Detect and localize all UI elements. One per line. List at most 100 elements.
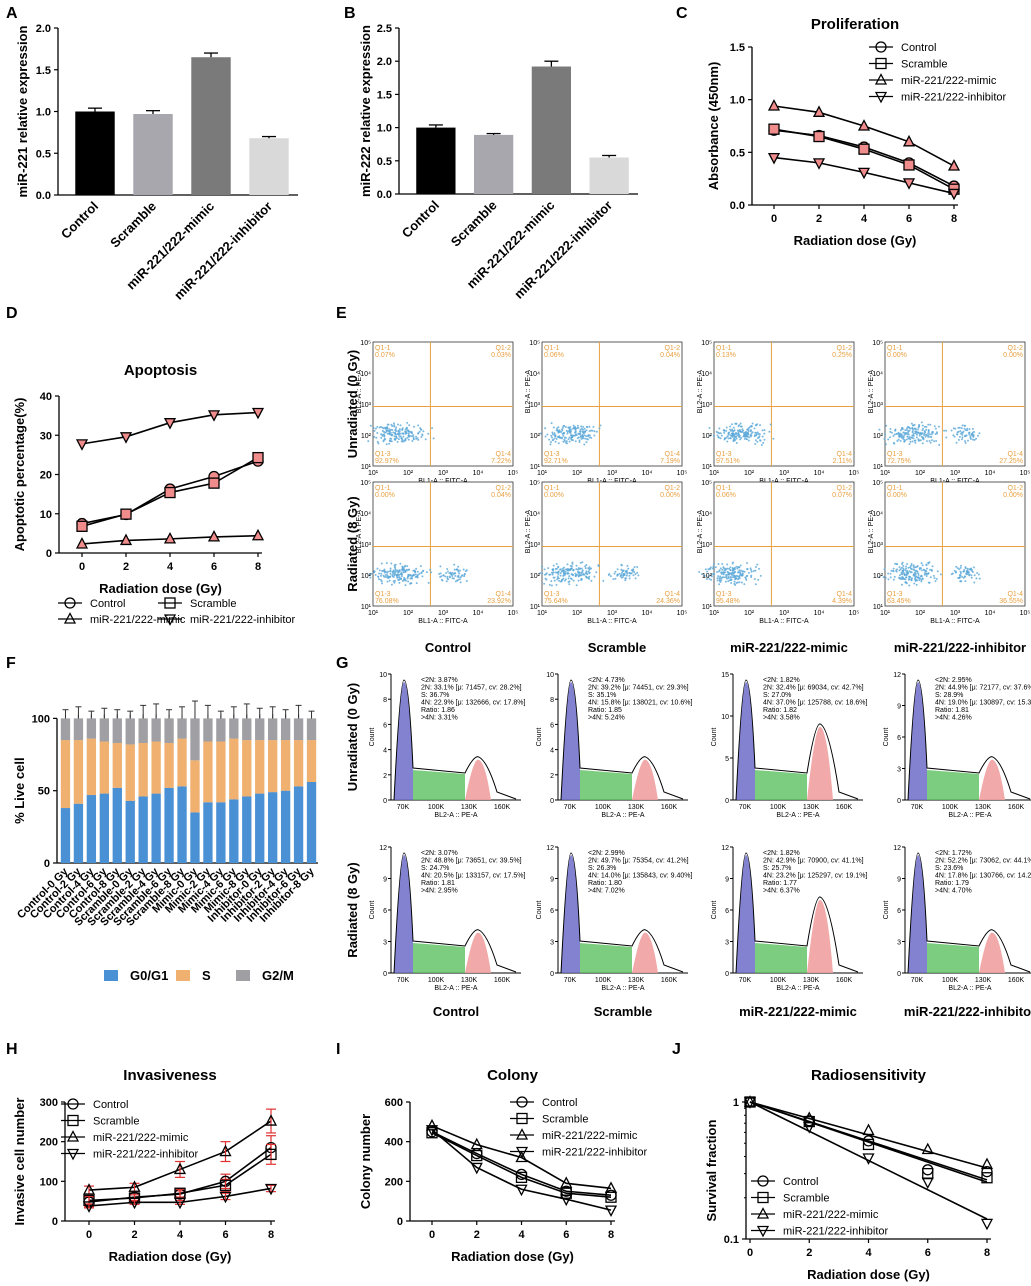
cycle-stats: <2N: 1.72% xyxy=(935,850,972,857)
event-dot xyxy=(732,569,735,572)
event-dot xyxy=(753,577,756,580)
row-label: Unradiated (0 Gy) xyxy=(345,683,360,791)
quadrant-label: 0.00% xyxy=(887,352,907,359)
event-dot xyxy=(585,441,588,444)
event-dot xyxy=(719,432,722,435)
hist-x-tick: 70K xyxy=(739,804,752,811)
quadrant-label: 0.00% xyxy=(544,492,564,499)
event-dot xyxy=(562,440,565,443)
category-label: Control xyxy=(399,198,442,241)
event-dot xyxy=(575,584,578,587)
event-dot xyxy=(933,577,936,580)
event-dot xyxy=(386,574,389,577)
event-dot xyxy=(920,421,923,424)
cycle-stats: >4N: 3.31% xyxy=(421,715,458,722)
event-dot xyxy=(544,577,547,580)
cycle-stats: >4N: 7.02% xyxy=(588,888,625,895)
data-point xyxy=(119,533,133,546)
quadrant-label: Q1-2 xyxy=(664,485,680,492)
event-dot xyxy=(403,579,406,582)
event-dot xyxy=(560,430,563,433)
event-dot xyxy=(620,571,623,574)
event-dot xyxy=(960,564,963,567)
flow-y-tick: 10¹ xyxy=(702,604,713,611)
data-point xyxy=(902,178,916,190)
event-dot xyxy=(408,424,411,427)
event-dot xyxy=(927,572,930,575)
hist-y-label: Count xyxy=(536,901,543,920)
event-dot xyxy=(383,433,386,436)
event-dot xyxy=(553,432,556,435)
event-dot xyxy=(720,434,723,437)
quadrant-label: 63.45% xyxy=(887,598,911,605)
event-dot xyxy=(545,573,548,576)
event-dot xyxy=(632,574,635,577)
hist-y-label: Count xyxy=(369,901,376,920)
bar-A-0 xyxy=(75,111,115,195)
event-dot xyxy=(541,565,544,568)
x-tick-label: 4 xyxy=(518,1229,525,1241)
legend-marker-square xyxy=(164,597,176,609)
event-dot xyxy=(575,564,578,567)
event-dot xyxy=(592,425,595,428)
data-point xyxy=(264,1183,278,1196)
data-point xyxy=(207,410,221,422)
s-phase-region xyxy=(755,943,807,973)
flow-y-tick: 10¹ xyxy=(873,464,884,471)
cycle-stats: >4N: 2.95% xyxy=(421,888,458,895)
event-dot xyxy=(396,573,399,576)
event-dot xyxy=(367,440,370,443)
panel-label-D: D xyxy=(6,305,18,322)
event-dot xyxy=(398,429,401,432)
series-line-0 xyxy=(431,1131,612,1197)
data-point xyxy=(604,1181,618,1193)
event-dot xyxy=(756,431,759,434)
event-dot xyxy=(453,563,456,566)
line-C-tick-label: 0.5 xyxy=(730,147,745,159)
hist-x-tick: 130K xyxy=(628,804,645,811)
legend-label: miR-221/222-inhibitor xyxy=(190,614,295,626)
event-dot xyxy=(734,422,737,425)
event-dot xyxy=(929,435,932,438)
event-dot xyxy=(934,580,937,583)
event-dot xyxy=(732,440,735,443)
event-dot xyxy=(965,572,968,575)
bar-B-tick-label: 2.5 xyxy=(377,23,392,35)
event-dot xyxy=(905,567,908,570)
cycle-stats: Ratio: 1.81 xyxy=(935,707,969,714)
event-dot xyxy=(626,564,629,567)
legend-label: S xyxy=(202,968,211,983)
event-dot xyxy=(964,429,967,432)
event-dot xyxy=(906,563,909,566)
event-dot xyxy=(887,438,890,441)
event-dot xyxy=(564,570,567,573)
x-tick-label: 2 xyxy=(816,213,822,225)
event-dot xyxy=(706,577,709,580)
x-tick-label: 0 xyxy=(429,1229,435,1241)
data-point xyxy=(163,531,177,544)
cycle-stats: 4N: 22.9% [μ: 132666, cv: 17.8%] xyxy=(421,700,525,707)
bar-B-3 xyxy=(589,157,629,194)
event-dot xyxy=(913,582,916,585)
event-dot xyxy=(934,432,937,435)
cycle-stats: 4N: 23.2% [μ: 125297, cv: 19.1%] xyxy=(763,873,867,880)
event-dot xyxy=(417,424,420,427)
event-dot xyxy=(376,425,379,428)
event-dot xyxy=(729,572,732,575)
event-dot xyxy=(552,564,555,567)
event-dot xyxy=(570,434,573,437)
panel-label-C: C xyxy=(676,5,688,22)
x-tick-label: 2 xyxy=(131,1229,137,1241)
bar-B-1 xyxy=(473,134,514,194)
event-dot xyxy=(576,424,579,427)
event-dot xyxy=(731,428,734,431)
event-dot xyxy=(566,563,569,566)
legend-label: Scramble xyxy=(190,598,236,610)
x-tick-label: 6 xyxy=(211,561,217,573)
event-dot xyxy=(551,436,554,439)
event-dot xyxy=(887,578,890,581)
legend-label: Control xyxy=(783,1176,818,1188)
event-dot xyxy=(551,439,554,442)
event-dot xyxy=(932,574,935,577)
event-dot xyxy=(896,563,899,566)
